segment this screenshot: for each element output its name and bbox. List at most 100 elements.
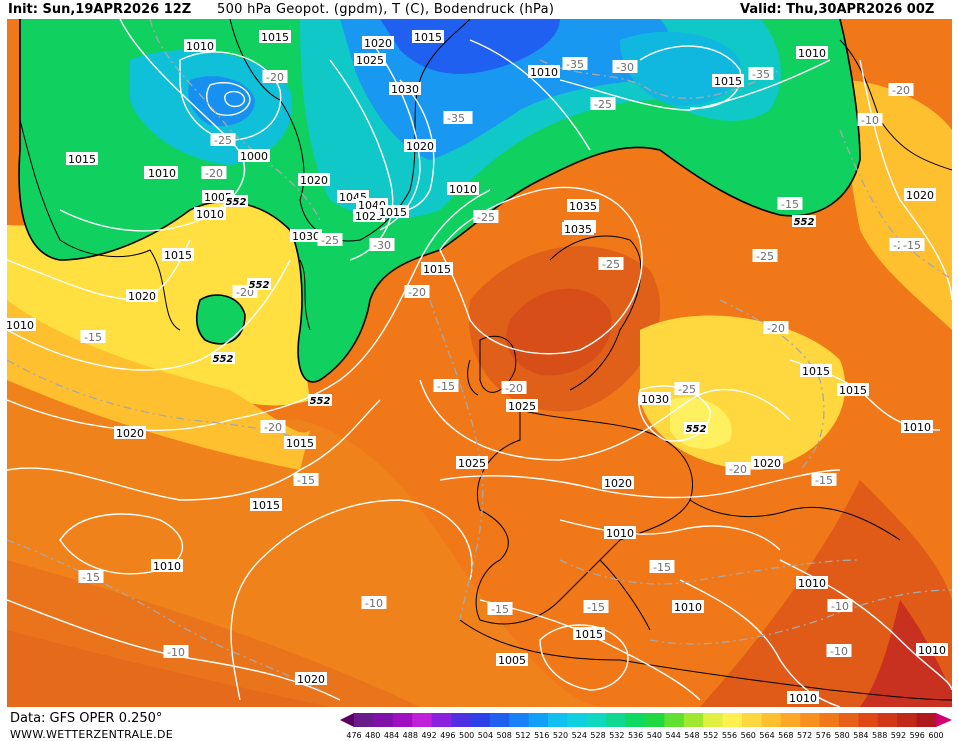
isobar-label-text: 1015: [575, 628, 603, 641]
temperature-label-text: -15: [297, 474, 315, 487]
legend-tick-label: 508: [497, 731, 512, 739]
legend-tick-label: 560: [741, 731, 756, 739]
legend-swatch: [761, 713, 782, 727]
geopotential-contour-552: [18, 19, 861, 383]
isobar-label-text: 1025: [508, 400, 536, 413]
temperature-label: -15: [433, 379, 459, 393]
isobar-label: 1030: [639, 392, 671, 406]
temperature-label-box: [777, 197, 803, 210]
isobar-label-box: [796, 46, 828, 59]
isobar-label-text: 1015: [802, 365, 830, 378]
isobar-label-text: 1010: [153, 560, 181, 573]
isobar-label-text: 1015: [714, 75, 742, 88]
isobar-label-text: 1010: [449, 183, 477, 196]
temperature-label-text: -15: [587, 601, 605, 614]
legend-tick-label: 576: [816, 731, 831, 739]
temperature-label: -25: [317, 233, 343, 247]
chart-title: 500 hPa Geopot. (gpdm), T (C), Bodendruc…: [217, 2, 555, 17]
legend-tick-label: 516: [534, 731, 549, 739]
temperature-label: -15: [293, 473, 319, 487]
isobar-label-text: 1030: [641, 393, 669, 406]
geopotential-label-box: [247, 278, 271, 290]
isobar-label-text: 1020: [116, 427, 144, 440]
isobar-label: 1015: [259, 30, 291, 44]
temperature-label-box: [888, 83, 914, 96]
isotherm: [149, 19, 321, 221]
legend-tick-label: 520: [553, 731, 568, 739]
legend-swatch: [392, 713, 413, 727]
temperature-label-box: [201, 166, 227, 179]
isobar-label: 1035: [562, 222, 594, 236]
isobar-label-box: [639, 392, 671, 405]
isobar: [559, 519, 781, 551]
isobar-label-box: [7, 318, 36, 331]
temperature-label: -10: [857, 113, 883, 127]
temperature-label-text: -10: [167, 646, 185, 659]
isobar-label: 1020: [295, 672, 327, 686]
temperature-label-box: [78, 570, 104, 583]
isobar-label-box: [362, 36, 394, 49]
temperature-label-text: -15: [815, 474, 833, 487]
isobar: [230, 499, 473, 701]
isobar-label-text: 1015: [839, 384, 867, 397]
isobar-label: 1015: [162, 248, 194, 262]
isobar-label: 1000: [238, 149, 270, 163]
isobar-label-box: [901, 420, 933, 433]
temperature-label-text: -20: [729, 463, 747, 476]
coastline-western-europe: [475, 409, 694, 625]
isobar-label: 1010: [447, 182, 479, 196]
legend-tick-label: 536: [628, 731, 643, 739]
legend-swatch: [548, 713, 568, 727]
isobar-label-text: 1010: [903, 421, 931, 434]
isobar-label-box: [506, 399, 538, 412]
isobar-label-box: [447, 182, 479, 195]
temperature-label-box: [752, 249, 778, 262]
temperature-label-text: -15: [82, 571, 100, 584]
isobar-label-box: [298, 173, 330, 186]
website: WWW.WETTERZENTRALE.DE: [10, 728, 173, 741]
isobar-label-box: [916, 643, 948, 656]
isobar: [7, 259, 291, 371]
temperature-label-text: -25: [602, 258, 620, 271]
legend-tick-label: 544: [666, 731, 681, 739]
isobar: [559, 59, 831, 111]
isobar-label-box: [146, 166, 178, 179]
isobar-label-text: 1015: [379, 206, 407, 219]
legend-tick-label: 512: [515, 731, 530, 739]
isobar-label: 1015: [250, 498, 282, 512]
isobar: [779, 559, 952, 691]
legend-swatch: [606, 713, 627, 727]
isobar-label: 1020: [904, 188, 936, 202]
isobar-label-text: 1015: [164, 249, 192, 262]
legend-swatch: [664, 713, 685, 727]
legend-tick-label: 532: [609, 731, 624, 739]
isobar-label-box: [751, 456, 783, 469]
temperature-label-box: [748, 67, 774, 80]
geopotential-label-text: 552: [213, 354, 234, 365]
isobar-label-text: 1015: [261, 31, 289, 44]
temperature-label-text: -20: [266, 71, 284, 84]
coastline-britain: [479, 335, 517, 393]
temperature-label: -10: [361, 596, 387, 610]
temperature-label-text: -10: [365, 597, 383, 610]
chart-header: Init: Sun,19APR2026 12Z 500 hPa Geopot. …: [0, 0, 959, 19]
isobar-label: 1005: [496, 653, 528, 667]
temperature-label: -35: [562, 57, 588, 71]
geopotential-label: 552: [247, 278, 271, 291]
legend-swatch: [470, 713, 491, 727]
legend-tick-label: 500: [459, 731, 474, 739]
temperature-label-box: [674, 382, 700, 395]
temperature-label: -10: [826, 644, 852, 658]
legend-swatch: [625, 713, 646, 727]
isobar-label-text: 1010: [7, 319, 34, 332]
isobar-label-text: 1020: [128, 290, 156, 303]
temperature-label-box: [857, 113, 883, 126]
temperature-label-box: [293, 473, 319, 486]
isobar-label-box: [377, 205, 409, 218]
geopotential-label-box: [211, 352, 235, 364]
isobar-label-box: [800, 364, 832, 377]
legend-tick-label: 492: [421, 731, 436, 739]
temperature-label: -20: [725, 462, 751, 476]
temperature-label: -30: [369, 238, 395, 252]
isobar-label-text: 1020: [297, 673, 325, 686]
